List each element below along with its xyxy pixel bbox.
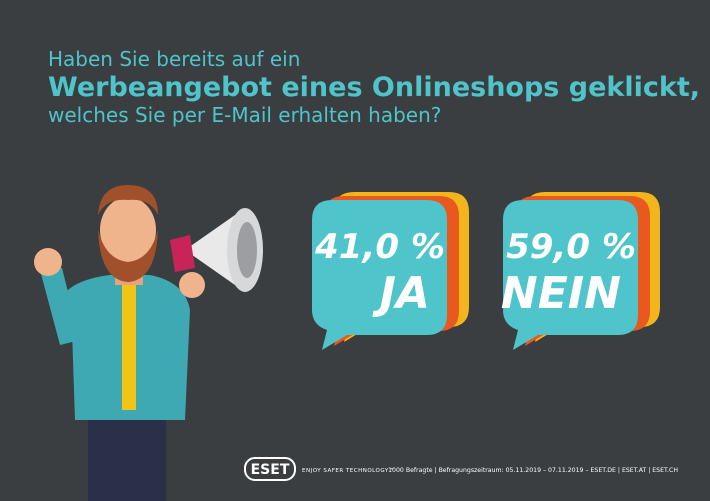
logo-frame	[244, 457, 296, 481]
title-line-1: Haben Sie bereits auf ein	[48, 47, 300, 71]
result-bubble: 41,0 % JA	[312, 192, 469, 350]
result-value: 59,0 %	[506, 227, 636, 267]
tagline: ENJOY SAFER TECHNOLOGY™	[302, 467, 395, 474]
result-label: JA	[372, 268, 430, 319]
result-bubble: 59,0 % NEIN	[501, 192, 660, 350]
result-label: NEIN	[501, 268, 621, 319]
title-line-3: welches Sie per E-Mail erhalten haben?	[48, 103, 441, 127]
result-value: 41,0 %	[314, 227, 445, 267]
logo: ESET	[251, 462, 290, 478]
title-line-2: Werbeangebot eines Onlineshops geklickt,	[48, 72, 700, 103]
person-illustration	[34, 185, 263, 501]
footnote: 1000 Befragte | Befragungszeitraum: 05.1…	[388, 467, 678, 474]
